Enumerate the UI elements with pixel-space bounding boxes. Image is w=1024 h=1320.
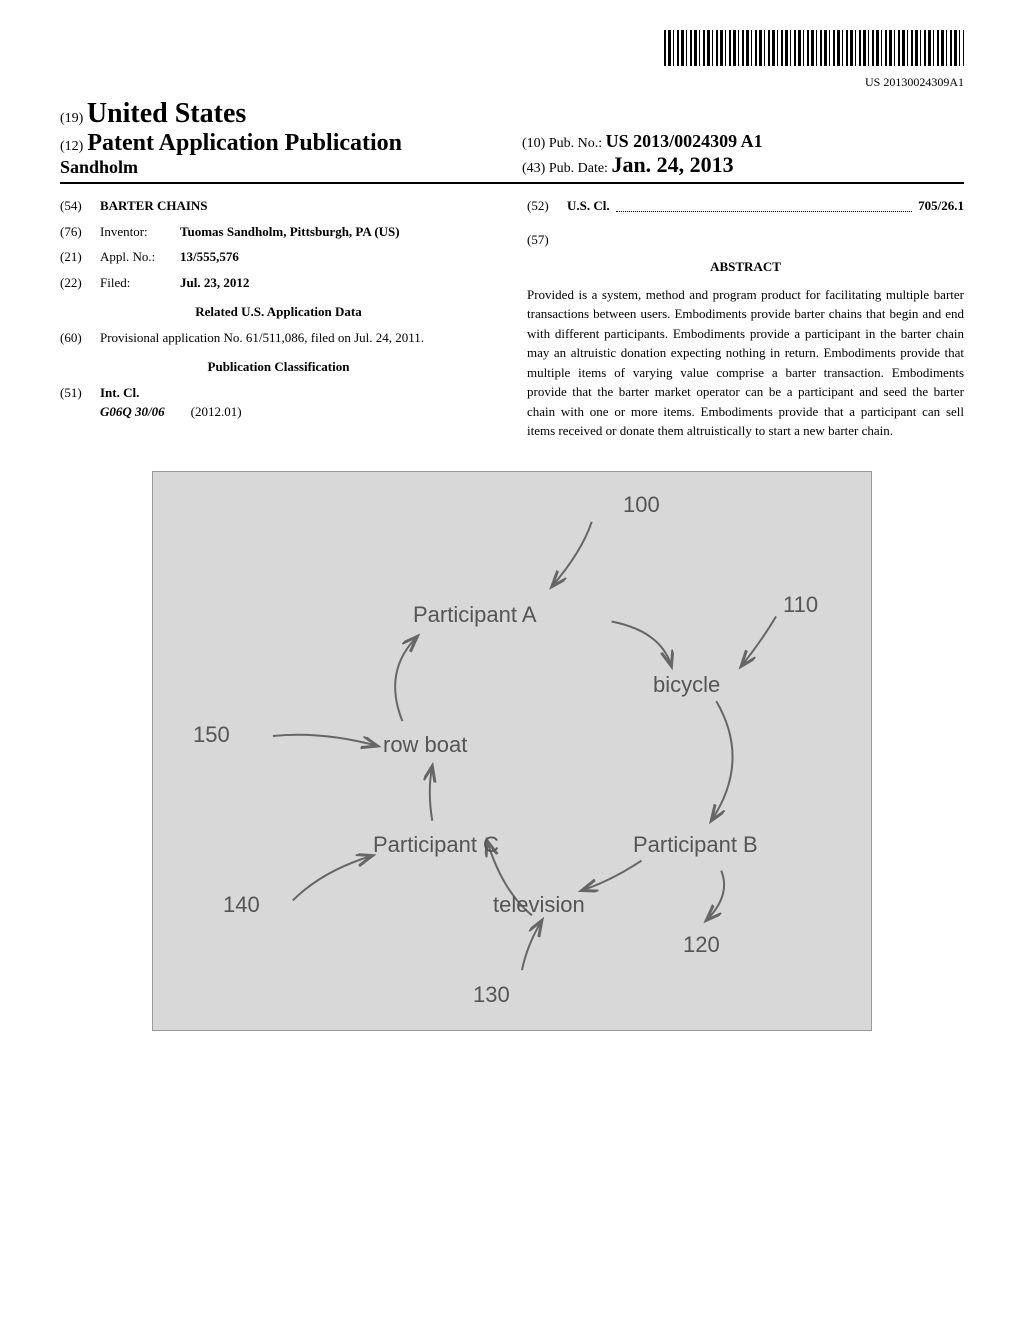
figure-node-pC: Participant C [373, 832, 499, 858]
pub-date-code: (43) [522, 161, 545, 176]
figure-drawing: 100 Participant A 110 bicycle 150 row boat Par… [152, 471, 872, 1031]
pub-no: US 2013/0024309 A1 [606, 131, 763, 151]
figure-arrow-10 [273, 734, 378, 745]
figure-node-120: 120 [683, 932, 720, 958]
related-heading: Related U.S. Application Data [60, 302, 497, 322]
intcl-label: Int. Cl. [100, 385, 139, 400]
inventor-name: Tuomas Sandholm, Pittsburgh, PA (US) [180, 222, 497, 242]
inventor-code: (76) [60, 222, 100, 242]
figure-node-100: 100 [623, 492, 660, 518]
bibliographic-data: (54) BARTER CHAINS (76) Inventor: Tuomas… [60, 196, 964, 441]
figure-node-television: television [493, 892, 585, 918]
applno-label: Appl. No.: [100, 247, 180, 267]
pub-type-code: (12) [60, 139, 83, 154]
uscl-code: (52) [527, 196, 567, 216]
figure-node-pB: Participant B [633, 832, 758, 858]
author: Sandholm [60, 157, 502, 178]
pub-no-code: (10) [522, 136, 545, 151]
applno-code: (21) [60, 247, 100, 267]
filed-value: Jul. 23, 2012 [180, 273, 497, 293]
pub-date-label: Pub. Date: [549, 161, 608, 176]
figure-node-110: 110 [783, 592, 818, 618]
figure-node-rowboat: row boat [383, 732, 467, 758]
figure-node-130: 130 [473, 982, 510, 1008]
figure-node-150: 150 [193, 722, 230, 748]
figure-arrow-9 [430, 765, 432, 820]
uscl-dots [616, 196, 913, 212]
inventor-label: Inventor: [100, 222, 180, 242]
header: (19) United States (12) Patent Applicati… [60, 98, 964, 184]
applno-value: 13/555,576 [180, 247, 497, 267]
figure-node-pA: Participant A [413, 602, 537, 628]
barcode [60, 30, 964, 71]
figure-arrow-1 [612, 621, 672, 666]
figure-arrow-11 [395, 636, 417, 721]
intcl-value: G06Q 30/06 [100, 404, 165, 419]
pub-type: Patent Application Publication [87, 130, 402, 156]
prov-code: (60) [60, 328, 100, 348]
uscl-label: U.S. Cl. [567, 196, 610, 216]
invention-title: BARTER CHAINS [100, 196, 208, 216]
figure-arrow-2 [741, 616, 776, 666]
barcode-text: US 20130024309A1 [60, 75, 964, 90]
figure-arrow-0 [552, 521, 592, 586]
intcl-year: (2012.01) [191, 404, 242, 419]
pub-no-label: Pub. No.: [549, 136, 602, 151]
figure-arrow-5 [582, 860, 642, 890]
pub-date: Jan. 24, 2013 [611, 152, 733, 177]
filed-code: (22) [60, 273, 100, 293]
figure-arrow-3 [711, 701, 732, 821]
figure-node-140: 140 [223, 892, 260, 918]
figure-node-bicycle: bicycle [653, 672, 720, 698]
uscl-value: 705/26.1 [918, 196, 964, 216]
filed-label: Filed: [100, 273, 180, 293]
country-name: United States [87, 98, 246, 129]
abstract-heading: ABSTRACT [527, 257, 964, 277]
figure-arrow-4 [706, 870, 724, 920]
figure-arrow-7 [522, 920, 542, 970]
class-heading: Publication Classification [60, 357, 497, 377]
country-code: (19) [60, 111, 83, 126]
abstract-code: (57) [527, 232, 549, 247]
abstract-text: Provided is a system, method and program… [527, 285, 964, 441]
prov-text: Provisional application No. 61/511,086, … [100, 328, 497, 348]
title-code: (54) [60, 196, 100, 216]
intcl-code: (51) [60, 383, 100, 422]
figure-arrow-8 [293, 855, 373, 900]
figure-svg [153, 472, 871, 1030]
